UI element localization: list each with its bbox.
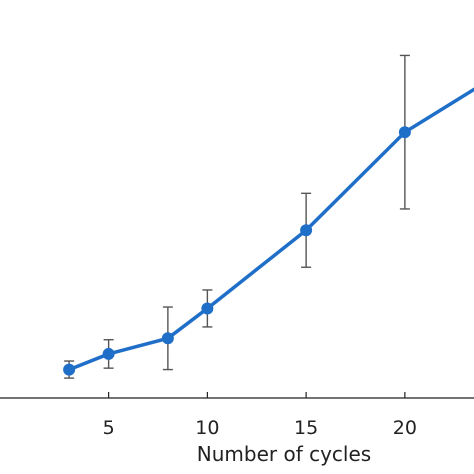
data-point bbox=[300, 224, 313, 237]
x-tick-label: 5 bbox=[103, 417, 115, 439]
data-point bbox=[102, 347, 115, 360]
data-point bbox=[201, 302, 214, 315]
x-tick-label: 15 bbox=[294, 417, 318, 439]
x-tick-label: 10 bbox=[195, 417, 219, 439]
x-axis: 5 10 15 20 bbox=[0, 392, 474, 439]
data-point bbox=[398, 126, 411, 139]
series-line bbox=[68, 87, 474, 372]
x-tick-label: 20 bbox=[393, 417, 417, 439]
data-point bbox=[161, 332, 174, 345]
data-point bbox=[63, 363, 76, 376]
plot-area bbox=[63, 54, 474, 379]
x-axis-label: Number of cycles bbox=[197, 442, 371, 466]
